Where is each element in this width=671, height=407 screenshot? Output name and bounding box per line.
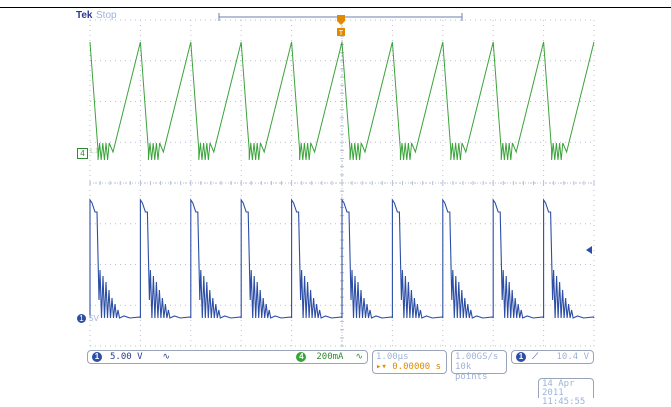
bandwidth-icon: ∿ (162, 352, 171, 362)
ch4-bandwidth-icon: ∿ (355, 352, 363, 362)
ch1-ghost-label: 5V (89, 314, 99, 323)
rising-edge-icon: ⟋ (532, 352, 539, 362)
trigger-level: 10.4 V (556, 352, 589, 362)
top-rule (0, 7, 671, 8)
ch4-ground-marker[interactable]: 4 (77, 148, 88, 159)
ch4-ghost-label: 1.1 (89, 148, 99, 155)
date: 14 Apr 2011 (542, 379, 575, 398)
trigger-level-marker[interactable] (586, 246, 592, 254)
scope-display: T (89, 13, 595, 347)
timebase-readout[interactable]: 1.00µs ▸▾ 0.00000 s (372, 350, 447, 374)
ch4-scale: 200mA (316, 352, 344, 362)
trigger-position-marker[interactable]: T (337, 15, 345, 37)
timebase-scale: 1.00µs (376, 352, 409, 362)
ch1-ground-marker[interactable]: 1 (77, 314, 86, 323)
record-length: 10k points (455, 362, 488, 382)
trigger-marker-label: T (339, 30, 344, 37)
ch4-badge: 4 (296, 352, 307, 362)
timebase-position: 0.00000 s (392, 362, 442, 372)
run-state: Stop (96, 10, 117, 21)
trigger-source-badge: 1 (516, 352, 526, 362)
graticule (89, 19, 595, 347)
time: 11:45:55 (542, 397, 586, 407)
brand-logo: Tek (76, 10, 93, 21)
channel-readout[interactable]: 1 5.00 V ∿ 4 200mA ∿ (87, 350, 368, 364)
sample-rate: 1.00GS/s (455, 352, 499, 362)
trigger-readout[interactable]: 1 ⟋ 10.4 V (511, 350, 594, 364)
ch1-badge: 1 (92, 352, 102, 362)
datetime-readout: 14 Apr 2011 11:45:55 (538, 378, 594, 407)
ch1-scale: 5.00 V (110, 352, 143, 362)
ch1-waveform (89, 198, 595, 319)
trigger-offset-icon: ▸▾ (376, 362, 387, 372)
ch4-waveform (89, 41, 595, 161)
acquisition-readout[interactable]: 1.00GS/s 10k points (451, 350, 507, 382)
